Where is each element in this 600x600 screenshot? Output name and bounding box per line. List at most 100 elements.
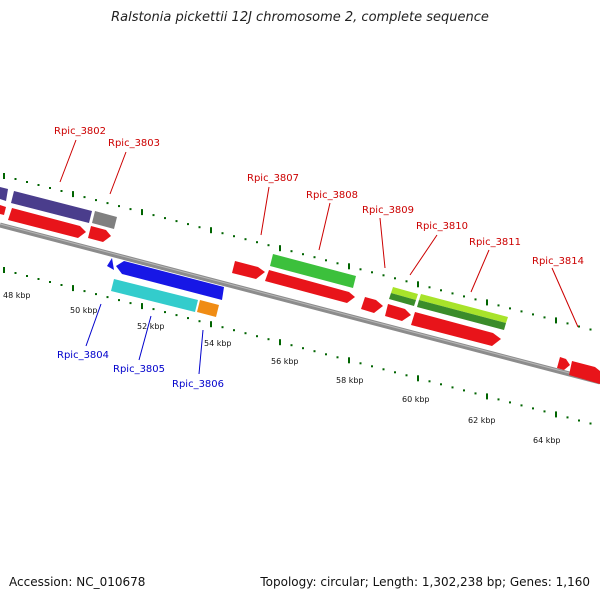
gc-tick	[95, 199, 97, 202]
gene-arrow-lime[interactable]	[391, 287, 418, 300]
gc-tick	[244, 332, 247, 335]
gene-arrow-darkgreen-2[interactable]	[417, 300, 506, 330]
gc-tick	[233, 329, 235, 332]
gc-tick	[187, 317, 189, 320]
gc-tick	[164, 217, 166, 220]
gene-arrow-blue-small[interactable]	[107, 258, 114, 270]
gc-tick	[83, 196, 86, 199]
gc-tick	[566, 416, 569, 419]
scale-label: 54 kbp	[204, 339, 232, 348]
gc-tick	[382, 368, 385, 371]
gc-tick	[371, 271, 373, 274]
gc-tick	[555, 317, 557, 324]
gene-label[interactable]: Rpic_3804	[57, 350, 109, 361]
gc-tick	[3, 173, 5, 179]
gc-tick	[106, 202, 109, 205]
gene-arrow-green[interactable]	[270, 254, 356, 288]
gene-arrow-red-10[interactable]	[569, 361, 600, 384]
gc-tick	[359, 362, 362, 365]
gc-tick	[198, 320, 201, 323]
gene-label[interactable]: Rpic_3809	[362, 205, 414, 216]
gene-label[interactable]: Rpic_3803	[108, 138, 160, 149]
gc-tick	[428, 286, 431, 289]
gene-arrow-red-9[interactable]	[557, 357, 570, 370]
gene-arrow-orange[interactable]	[197, 300, 219, 317]
gc-tick	[72, 285, 74, 292]
gc-tick	[95, 293, 97, 296]
gc-tick	[474, 298, 477, 301]
gc-tick	[221, 326, 224, 329]
gene-label[interactable]: Rpic_3806	[172, 379, 224, 390]
gc-content-track-upper	[3, 173, 592, 331]
leader-line	[318, 202, 331, 251]
gene-arrow-darkgreen[interactable]	[389, 293, 416, 306]
gene-arrow-red-2[interactable]	[8, 208, 86, 238]
gc-tick	[72, 191, 74, 198]
gc-tick	[290, 344, 293, 347]
gc-tick	[486, 393, 488, 400]
backbone-highlight	[0, 223, 600, 382]
gc-tick	[578, 419, 580, 422]
gc-tick	[106, 296, 109, 299]
gene-arrow-red-1[interactable]	[0, 205, 6, 215]
gc-tick	[210, 227, 212, 234]
gc-tick	[175, 314, 178, 317]
gene-label[interactable]: Rpic_3808	[306, 190, 358, 201]
gene-arrow-red-3[interactable]	[88, 226, 111, 242]
gc-tick	[26, 275, 28, 277]
gc-tick	[509, 401, 511, 404]
gc-tick	[49, 281, 51, 283]
scale-label: 50 kbp	[70, 306, 98, 315]
scale-label: 48 kbp	[3, 291, 31, 300]
gene-arrow-purple-1[interactable]	[0, 187, 8, 201]
gc-tick	[463, 295, 465, 298]
gc-tick	[49, 187, 51, 189]
topology-text: Topology: circular; Length: 1,302,238 bp…	[260, 575, 590, 589]
gc-tick	[359, 268, 362, 271]
gc-tick	[440, 289, 442, 292]
gc-tick	[348, 357, 350, 364]
gene-label[interactable]: Rpic_3810	[416, 221, 468, 232]
forward-strand-genes	[0, 187, 600, 384]
gc-tick	[256, 241, 258, 244]
gene-arrow-red-6[interactable]	[361, 297, 383, 313]
gene-arrow-red-8[interactable]	[411, 312, 501, 346]
gene-arrow-lime-2[interactable]	[419, 294, 508, 323]
leader-line	[470, 249, 490, 293]
gc-tick	[589, 328, 592, 331]
gene-label[interactable]: Rpic_3814	[532, 256, 584, 267]
gene-arrow-red-5[interactable]	[265, 270, 355, 303]
gene-label[interactable]: Rpic_3811	[469, 237, 521, 248]
gene-arrow-red-7[interactable]	[385, 304, 411, 321]
gene-label[interactable]: Rpic_3805	[113, 364, 165, 375]
gc-tick	[428, 380, 431, 383]
gc-tick	[141, 209, 143, 216]
gc-tick	[578, 325, 580, 328]
gc-tick	[348, 263, 350, 270]
gc-tick	[175, 220, 178, 223]
scale-label: 58 kbp	[336, 376, 364, 385]
gene-arrow-blue[interactable]	[116, 261, 224, 300]
gc-tick	[532, 407, 534, 410]
gene-arrow-purple-2[interactable]	[11, 191, 92, 223]
gc-tick	[451, 386, 454, 389]
gc-tick	[198, 226, 201, 229]
gene-arrow-cyan[interactable]	[111, 279, 198, 312]
gc-tick	[336, 262, 339, 265]
scale-label: 56 kbp	[271, 357, 299, 366]
gc-tick	[267, 244, 270, 247]
gc-tick	[532, 313, 534, 316]
gc-content-track-lower	[3, 267, 592, 425]
leader-line	[260, 186, 270, 236]
gc-tick	[417, 281, 419, 288]
gc-tick	[325, 353, 327, 356]
gene-label[interactable]: Rpic_3802	[54, 126, 106, 137]
gene-arrow-red-4[interactable]	[232, 261, 265, 279]
scale-labels: 48 kbp 50 kbp 52 kbp 54 kbp 56 kbp 58 kb…	[3, 291, 561, 445]
gene-arrow-gray[interactable]	[92, 211, 117, 229]
gene-label[interactable]: Rpic_3807	[247, 173, 299, 184]
gc-tick	[60, 190, 63, 192]
gc-tick	[555, 411, 557, 418]
gc-tick	[313, 256, 316, 259]
